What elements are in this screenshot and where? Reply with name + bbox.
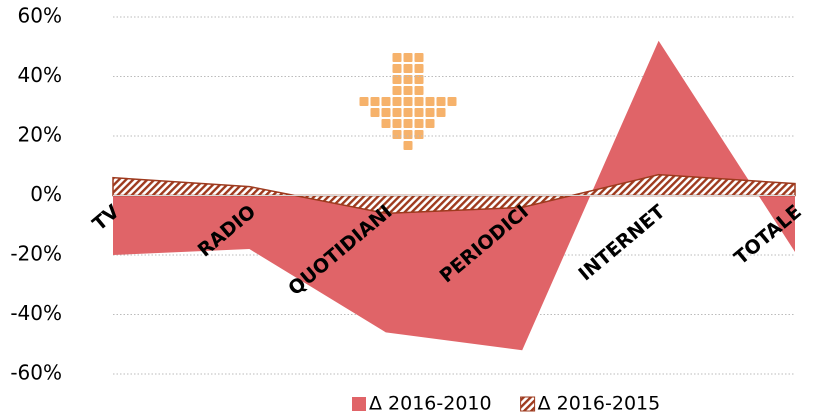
arrow-square xyxy=(392,130,402,139)
arrow-square xyxy=(403,75,413,84)
arrow-square xyxy=(392,53,402,62)
arrow-square xyxy=(414,53,424,62)
arrow-square xyxy=(414,130,424,139)
arrow-square xyxy=(392,64,402,73)
arrow-square xyxy=(392,108,402,117)
y-tick-label: 40% xyxy=(18,63,62,87)
arrow-square xyxy=(425,108,435,117)
arrow-square xyxy=(425,119,435,128)
arrow-square xyxy=(381,97,391,106)
arrow-square xyxy=(370,108,380,117)
arrow-square xyxy=(403,141,413,150)
arrow-square xyxy=(414,119,424,128)
legend-swatch xyxy=(520,396,536,412)
arrow-square xyxy=(381,108,391,117)
x-tick-label: INTERNET xyxy=(574,201,669,286)
legend-label: Δ 2016-2015 xyxy=(538,393,661,415)
area xyxy=(112,173,796,215)
arrow-square xyxy=(392,119,402,128)
arrow-square xyxy=(392,75,402,84)
arrow-square xyxy=(392,86,402,95)
y-tick-label: -20% xyxy=(10,242,62,266)
legend-label: Δ 2016-2010 xyxy=(369,393,492,415)
y-tick-label: 60% xyxy=(18,4,62,28)
arrow-square xyxy=(414,64,424,73)
y-tick-label: -60% xyxy=(10,361,62,385)
arrow-square xyxy=(359,97,369,106)
y-tick-label: 0% xyxy=(30,182,62,206)
arrow-square xyxy=(403,119,413,128)
arrow-square xyxy=(436,97,446,106)
arrow-square xyxy=(403,86,413,95)
arrow-square xyxy=(403,108,413,117)
arrow-square xyxy=(414,86,424,95)
arrow-square xyxy=(414,108,424,117)
arrow-square xyxy=(425,97,435,106)
arrow-icon xyxy=(359,53,457,150)
y-tick-label: 20% xyxy=(18,123,62,147)
arrow-square xyxy=(414,97,424,106)
arrow-square xyxy=(392,97,402,106)
arrow-square xyxy=(447,97,457,106)
arrow-square xyxy=(403,53,413,62)
arrow-square xyxy=(403,64,413,73)
arrow-square xyxy=(414,75,424,84)
arrow-square xyxy=(403,97,413,106)
y-tick-label: -40% xyxy=(10,301,62,325)
arrow-square xyxy=(370,97,380,106)
arrow-square xyxy=(436,108,446,117)
arrow-square xyxy=(381,119,391,128)
arrow-square xyxy=(403,130,413,139)
legend-swatch xyxy=(352,397,366,411)
